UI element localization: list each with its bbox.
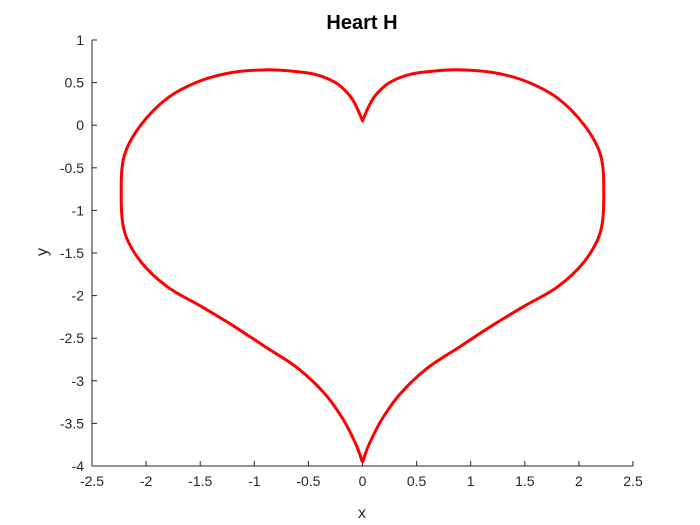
x-tick-label: -1 bbox=[248, 473, 261, 489]
y-tick-label: -2 bbox=[72, 288, 85, 304]
x-tick-label: 2.5 bbox=[623, 473, 643, 489]
y-tick-label: 1 bbox=[76, 32, 84, 48]
series-group bbox=[119, 68, 606, 464]
x-tick-label: 1 bbox=[467, 473, 475, 489]
heart-curve-line bbox=[119, 68, 606, 464]
y-tick-label: -1 bbox=[72, 202, 85, 218]
x-tick-label: -2 bbox=[140, 473, 153, 489]
y-tick-label: 0 bbox=[76, 117, 84, 133]
y-axis-label: y bbox=[34, 248, 51, 256]
y-tick-label: -3.5 bbox=[60, 415, 84, 431]
x-tick-label: 1.5 bbox=[515, 473, 535, 489]
x-axis-label: x bbox=[358, 505, 366, 522]
x-tick-label: 2 bbox=[575, 473, 583, 489]
x-tick-label: 0.5 bbox=[407, 473, 427, 489]
x-tick-label: -0.5 bbox=[296, 473, 320, 489]
chart-title: Heart H bbox=[326, 12, 397, 34]
y-tick-label: -0.5 bbox=[60, 160, 84, 176]
x-tick-label: -2.5 bbox=[80, 473, 104, 489]
plot-axes: -2.5 -2 -1.5 -1 -0.5 0 0.5 1 1.5 2 2.5 -4 -3.5 -3 -2.5… bbox=[60, 32, 643, 489]
y-tick-label: 0.5 bbox=[65, 75, 85, 91]
y-tick-label: -1.5 bbox=[60, 245, 84, 261]
x-tick-label: -1.5 bbox=[188, 473, 212, 489]
y-tick-label: -3 bbox=[72, 373, 85, 389]
y-tick-label: -4 bbox=[72, 458, 85, 474]
y-tick-label: -2.5 bbox=[60, 330, 84, 346]
x-tick-label: 0 bbox=[359, 473, 367, 489]
